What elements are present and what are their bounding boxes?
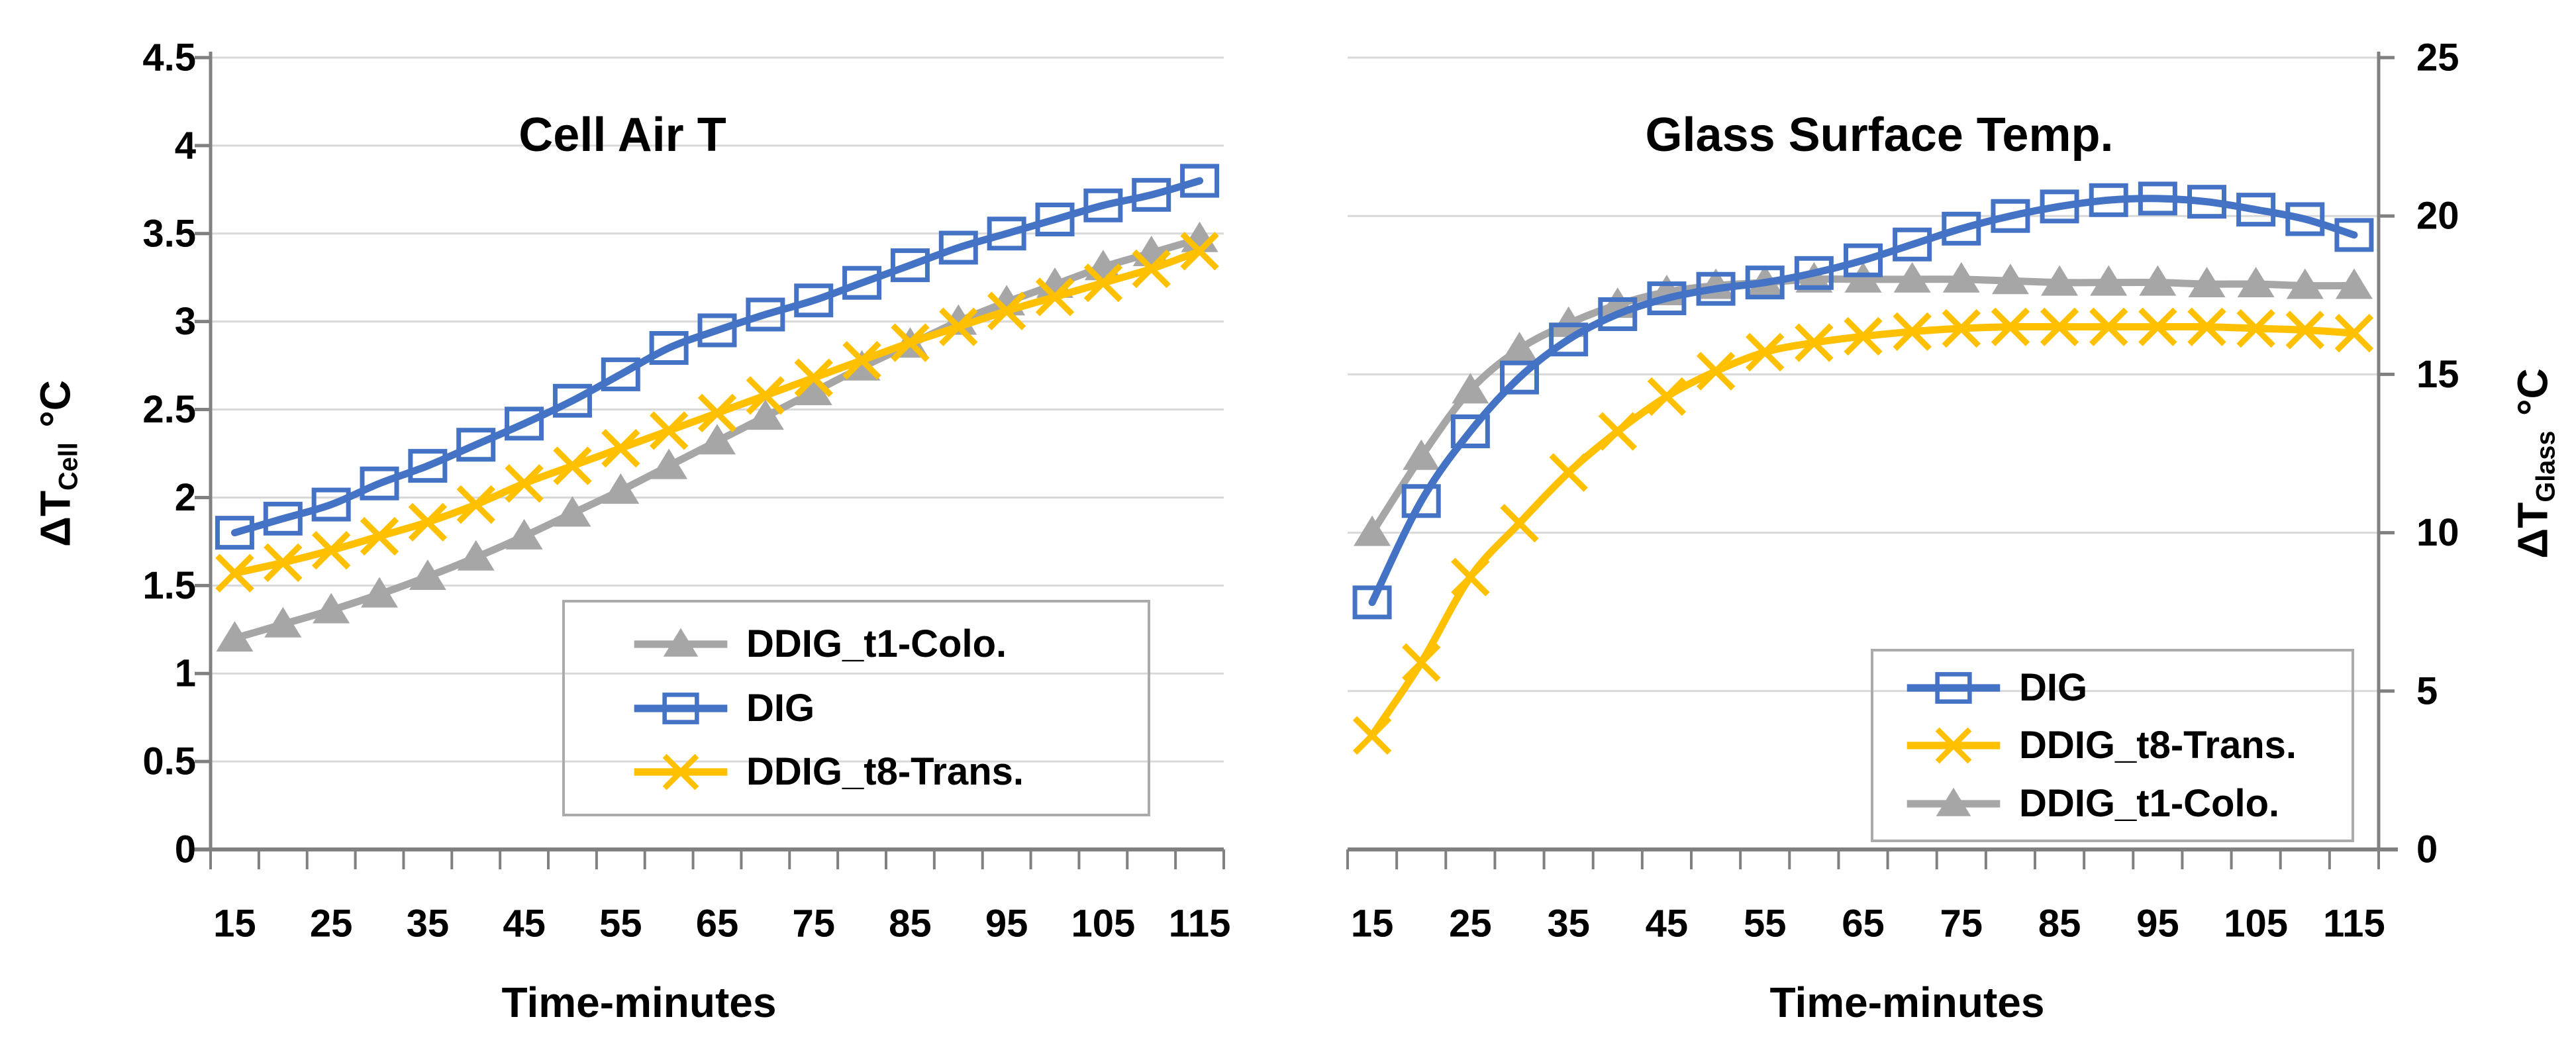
svg-text:115: 115 [1169, 902, 1231, 945]
svg-text:0.5: 0.5 [142, 740, 196, 783]
legend-entry: DIG [1904, 666, 2352, 710]
svg-text:0: 0 [2416, 828, 2438, 871]
svg-text:4: 4 [175, 124, 196, 167]
y-axis-title-unit: °C [31, 379, 79, 428]
svg-text:2.5: 2.5 [142, 388, 196, 431]
svg-text:45: 45 [1646, 902, 1689, 945]
chart-title: Glass Surface Temp. [1645, 109, 2114, 162]
y-axis-title: ΔTGlass °C [2508, 368, 2561, 559]
legend-marker-triangle-icon [1907, 787, 2001, 816]
svg-text:1.5: 1.5 [142, 564, 196, 607]
x-axis-title: Time-minutes [501, 979, 777, 1026]
svg-text:15: 15 [2416, 353, 2459, 396]
legend-entry-label: DIG [2019, 665, 2088, 709]
cell-air-plot-svg: 0 0.5 1 1.5 2 2.5 3 3.5 4 4.5 15 25 35 45 55 65 75 85 95 10… [142, 36, 1231, 945]
svg-text:35: 35 [407, 902, 450, 945]
svg-text:25: 25 [1449, 902, 1492, 945]
chart-glass-surface: 0 5 10 15 20 25 15 25 35 45 55 65 75 85 95 105 115 Glass… [1288, 0, 2576, 1060]
svg-text:15: 15 [213, 902, 256, 945]
svg-text:115: 115 [2323, 902, 2385, 945]
legend-entry: DDIG_t1-Colo. [1904, 782, 2352, 826]
legend-marker-x-icon [634, 753, 728, 791]
legend-marker-triangle-icon [634, 628, 728, 657]
svg-text:10: 10 [2416, 511, 2459, 554]
svg-text:75: 75 [1940, 902, 1983, 945]
legend-entry: DDIG_t8-Trans. [1904, 724, 2352, 767]
legend-entry: DIG [631, 687, 1148, 730]
legend-entry: DDIG_t8-Trans. [631, 750, 1148, 794]
y-axis-title-unit: °C [2508, 368, 2557, 416]
svg-text:75: 75 [792, 902, 835, 945]
y-axis-title-subscript: Glass [2531, 430, 2561, 503]
svg-text:5: 5 [2416, 669, 2438, 712]
svg-text:25: 25 [2416, 36, 2459, 79]
svg-text:95: 95 [2136, 902, 2179, 945]
legend: DDIG_t1-Colo. DIG DDIG_t8-Trans. [562, 600, 1150, 816]
svg-text:65: 65 [696, 902, 739, 945]
svg-text:20: 20 [2416, 195, 2459, 238]
svg-text:3.5: 3.5 [142, 212, 196, 255]
svg-text:25: 25 [310, 902, 353, 945]
legend-entry-label: DDIG_t8-Trans. [2019, 724, 2297, 767]
legend-marker-square-icon [634, 692, 728, 724]
legend-marker-x-icon [1907, 727, 2001, 764]
legend-entry-label: DDIG_t8-Trans. [746, 749, 1024, 793]
svg-text:3: 3 [175, 300, 196, 343]
x-axis-title: Time-minutes [1769, 979, 2045, 1026]
svg-text:0: 0 [175, 828, 196, 871]
svg-text:105: 105 [1071, 902, 1135, 945]
svg-text:15: 15 [1351, 902, 1394, 945]
svg-text:105: 105 [2224, 902, 2288, 945]
glass-surface-plot-svg: 0 5 10 15 20 25 15 25 35 45 55 65 75 85 95 105 115 [1346, 36, 2459, 945]
svg-text:85: 85 [2038, 902, 2081, 945]
legend-entry-label: DDIG_t1-Colo. [2019, 781, 2280, 825]
svg-text:55: 55 [1744, 902, 1787, 945]
legend-marker-square-icon [1907, 671, 2001, 704]
svg-text:1: 1 [175, 652, 196, 695]
y-axis-title-symbol: ΔT [31, 490, 79, 548]
svg-text:85: 85 [889, 902, 932, 945]
legend-entry: DDIG_t1-Colo. [631, 622, 1148, 666]
y-axis-title-subscript: Cell [54, 442, 83, 491]
svg-text:55: 55 [599, 902, 642, 945]
legend-entry-label: DDIG_t1-Colo. [746, 622, 1007, 666]
legend: DIG DDIG_t8-Trans. DDIG_t1-Colo. [1871, 649, 2354, 842]
svg-text:35: 35 [1547, 902, 1590, 945]
svg-text:95: 95 [985, 902, 1028, 945]
svg-text:2: 2 [175, 476, 196, 519]
y-axis-title: ΔTCell °C [31, 379, 83, 548]
chart-cell-air: 0 0.5 1 1.5 2 2.5 3 3.5 4 4.5 15 25 35 45 55 65 75 85 95 10… [31, 36, 1231, 1026]
svg-text:4.5: 4.5 [142, 36, 196, 79]
y-axis-title-symbol: ΔT [2508, 502, 2557, 559]
chart-title: Cell Air T [519, 109, 726, 162]
legend-entry-label: DIG [746, 686, 815, 730]
svg-text:65: 65 [1842, 902, 1885, 945]
svg-text:45: 45 [503, 902, 546, 945]
